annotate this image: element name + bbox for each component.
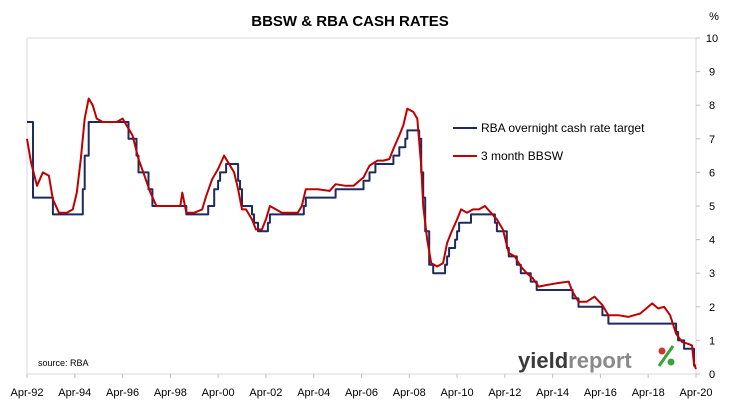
series-line-cash-rate bbox=[27, 121, 696, 367]
svg-text:yieldreport: yieldreport bbox=[518, 348, 632, 373]
y-tick-label: 9 bbox=[709, 67, 715, 79]
x-tick-label: Apr-18 bbox=[632, 387, 665, 399]
x-tick-label: Apr-94 bbox=[58, 387, 91, 399]
y-tick-label: 2 bbox=[709, 302, 715, 314]
x-tick-label: Apr-98 bbox=[154, 387, 187, 399]
legend-label-bbsw: 3 month BBSW bbox=[481, 149, 564, 163]
x-tick-label: Apr-20 bbox=[679, 387, 712, 399]
legend: RBA overnight cash rate target 3 month B… bbox=[453, 121, 645, 163]
logo-word-report: report bbox=[568, 348, 632, 373]
y-tick-label: 0 bbox=[709, 369, 715, 381]
y-tick-label: 5 bbox=[709, 201, 715, 213]
x-tick-label: Apr-10 bbox=[441, 387, 474, 399]
y-tick-label: 8 bbox=[709, 100, 715, 112]
x-tick-label: Apr-12 bbox=[488, 387, 521, 399]
x-tick-label: Apr-02 bbox=[249, 387, 282, 399]
logo-word-yield: yield bbox=[518, 348, 568, 373]
x-tick-label: Apr-06 bbox=[345, 387, 378, 399]
y-axis: 0 1 2 3 4 5 6 7 8 9 10 bbox=[696, 33, 718, 381]
series-layer bbox=[26, 97, 697, 370]
legend-label-cash-rate: RBA overnight cash rate target bbox=[481, 121, 645, 135]
x-tick-label: Apr-00 bbox=[202, 387, 235, 399]
x-tick-label: Apr-16 bbox=[584, 387, 617, 399]
y-tick-label: 1 bbox=[709, 335, 715, 347]
chart-title: BBSW & RBA CASH RATES bbox=[251, 13, 449, 30]
x-tick-label: Apr-92 bbox=[10, 387, 43, 399]
plot-area bbox=[26, 37, 697, 375]
x-tick-label: Apr-96 bbox=[106, 387, 139, 399]
y-tick-label: 10 bbox=[706, 33, 718, 45]
y-tick-label: 6 bbox=[709, 167, 715, 179]
x-tick-label: Apr-04 bbox=[297, 387, 330, 399]
x-tick-label: Apr-08 bbox=[393, 387, 426, 399]
yieldreport-logo: yieldreport bbox=[518, 345, 675, 373]
y-axis-unit: % bbox=[709, 11, 719, 23]
y-tick-label: 3 bbox=[709, 268, 715, 280]
source-note: source: RBA bbox=[38, 358, 89, 368]
y-tick-label: 7 bbox=[709, 134, 715, 146]
x-axis: Apr-92 Apr-94 Apr-96 Apr-98 Apr-00 Apr-02 Apr-… bbox=[10, 374, 713, 399]
series-line-bbsw bbox=[26, 97, 697, 370]
x-tick-label: Apr-14 bbox=[536, 387, 569, 399]
percent-logo-icon bbox=[657, 345, 675, 367]
y-tick-label: 4 bbox=[709, 235, 715, 247]
